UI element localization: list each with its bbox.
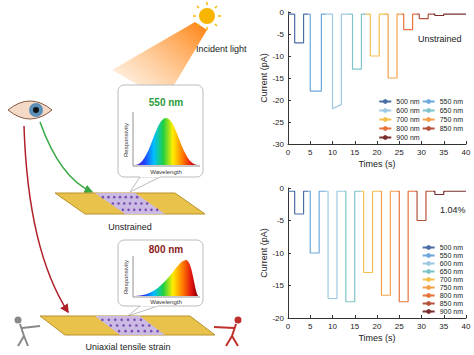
svg-text:Wavelength: Wavelength [150, 169, 181, 175]
svg-text:-25: -25 [272, 118, 284, 127]
svg-text:500 nm: 500 nm [440, 244, 464, 251]
svg-text:800 nm: 800 nm [440, 292, 464, 299]
svg-text:1.04%: 1.04% [440, 205, 466, 215]
svg-text:700 nm: 700 nm [396, 116, 420, 123]
svg-text:700 nm: 700 nm [440, 276, 464, 283]
svg-text:850 nm: 850 nm [440, 125, 464, 132]
svg-text:15: 15 [350, 148, 359, 157]
svg-text:-5: -5 [277, 216, 285, 225]
svg-text:500 nm: 500 nm [396, 98, 420, 105]
svg-text:Responsivity: Responsivity [123, 123, 129, 157]
svg-text:-10: -10 [272, 52, 284, 61]
svg-text:750 nm: 750 nm [440, 116, 464, 123]
svg-text:Incident light: Incident light [196, 44, 247, 54]
svg-text:15: 15 [350, 322, 359, 331]
svg-text:Wavelength: Wavelength [150, 299, 181, 305]
svg-text:Current (pA): Current (pA) [259, 228, 269, 278]
svg-text:750 nm: 750 nm [440, 284, 464, 291]
svg-text:20: 20 [373, 148, 382, 157]
svg-text:35: 35 [439, 148, 448, 157]
svg-text:5: 5 [308, 148, 313, 157]
svg-text:40: 40 [462, 148, 471, 157]
svg-text:25: 25 [395, 148, 404, 157]
svg-text:-30: -30 [272, 140, 284, 149]
svg-text:800 nm: 800 nm [396, 125, 420, 132]
svg-text:800 nm: 800 nm [149, 244, 184, 255]
svg-text:20: 20 [373, 322, 382, 331]
svg-text:850 nm: 850 nm [440, 300, 464, 307]
svg-text:Uniaxial tensile strain: Uniaxial tensile strain [85, 342, 170, 352]
svg-text:-20: -20 [272, 314, 284, 323]
svg-text:40: 40 [462, 322, 471, 331]
svg-text:0: 0 [286, 148, 291, 157]
svg-text:Unstrained: Unstrained [418, 34, 462, 44]
svg-text:5: 5 [308, 322, 313, 331]
svg-text:900 nm: 900 nm [440, 308, 464, 315]
svg-text:600 nm: 600 nm [440, 260, 464, 267]
svg-text:550 nm: 550 nm [440, 252, 464, 259]
svg-text:0: 0 [280, 8, 285, 17]
svg-text:650 nm: 650 nm [440, 107, 464, 114]
svg-text:25: 25 [395, 322, 404, 331]
svg-text:-10: -10 [272, 249, 284, 258]
svg-text:-15: -15 [272, 74, 284, 83]
svg-text:10: 10 [328, 148, 337, 157]
svg-text:0: 0 [286, 322, 291, 331]
svg-text:Responsivity: Responsivity [123, 260, 129, 294]
svg-text:-5: -5 [277, 30, 285, 39]
svg-text:550 nm: 550 nm [440, 98, 464, 105]
svg-text:35: 35 [439, 322, 448, 331]
svg-text:Times (s): Times (s) [358, 333, 395, 343]
svg-text:10: 10 [328, 322, 337, 331]
svg-text:-15: -15 [272, 281, 284, 290]
svg-text:30: 30 [417, 322, 426, 331]
svg-text:30: 30 [417, 148, 426, 157]
svg-text:600 nm: 600 nm [396, 107, 420, 114]
svg-text:550 nm: 550 nm [149, 97, 184, 108]
svg-text:-20: -20 [272, 96, 284, 105]
svg-text:Times (s): Times (s) [358, 159, 395, 169]
svg-text:Unstrained: Unstrained [108, 222, 152, 232]
svg-text:0: 0 [280, 184, 285, 193]
svg-text:900 nm: 900 nm [396, 134, 420, 141]
svg-text:650 nm: 650 nm [440, 268, 464, 275]
svg-text:Current (pA): Current (pA) [259, 53, 269, 103]
